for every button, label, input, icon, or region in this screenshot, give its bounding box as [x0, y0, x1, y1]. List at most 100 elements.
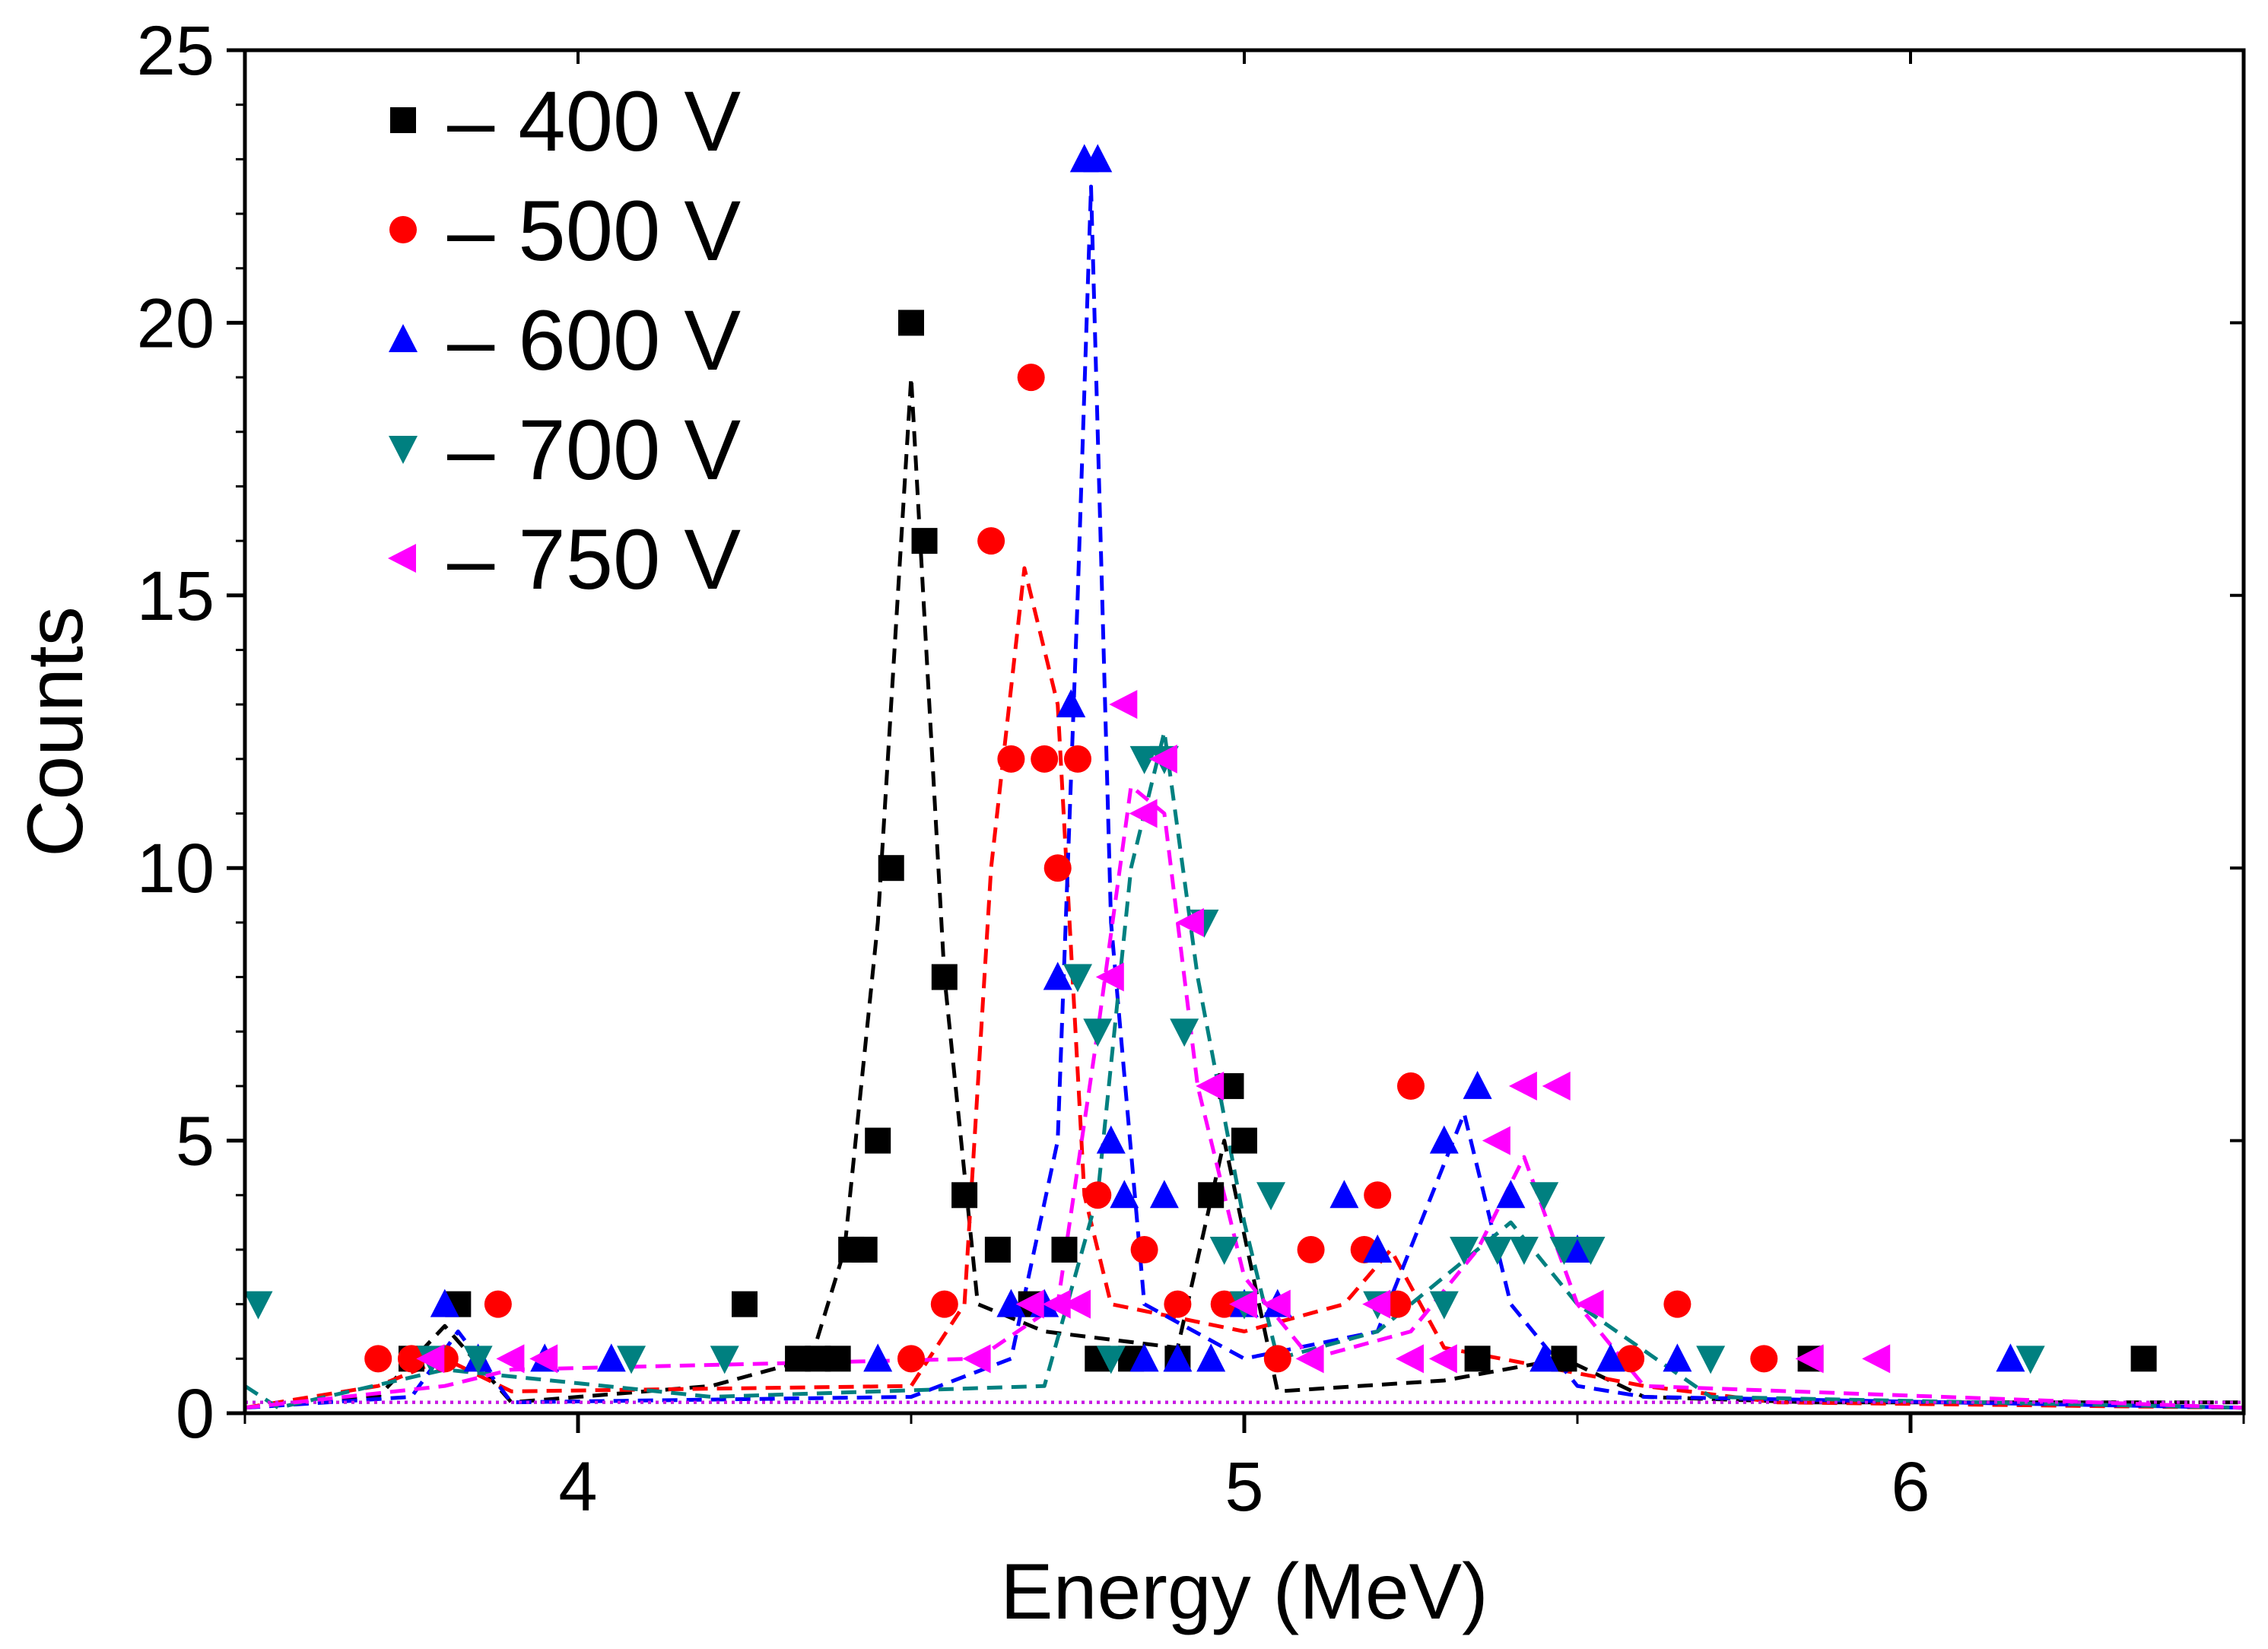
- point-400v: [898, 310, 924, 336]
- x-tick-label: 6: [1891, 1448, 1930, 1526]
- legend-label-700v: – 700 V: [447, 402, 741, 497]
- point-600v: [1663, 1343, 1692, 1372]
- point-500v: [1210, 1290, 1238, 1318]
- point-600v: [1463, 1070, 1492, 1099]
- point-750v: [496, 1344, 525, 1374]
- point-500v: [364, 1345, 392, 1373]
- point-700v: [1696, 1346, 1726, 1374]
- point-500v: [398, 1345, 425, 1373]
- point-700v: [1129, 745, 1159, 774]
- point-400v: [951, 1182, 978, 1209]
- point-600v: [1083, 144, 1113, 173]
- point-400v: [2130, 1346, 2157, 1372]
- point-750v: [1129, 799, 1158, 828]
- point-500v: [897, 1345, 925, 1373]
- point-750v: [1396, 1344, 1424, 1374]
- point-750v: [1095, 962, 1124, 992]
- y-axis-title: Counts: [11, 606, 100, 857]
- fit-curves: [243, 184, 2244, 1410]
- point-400v: [824, 1346, 851, 1372]
- legend-label-500v: – 500 V: [447, 183, 741, 278]
- point-700v: [1170, 1018, 1199, 1047]
- point-600v: [1110, 1180, 1139, 1209]
- point-600v: [1329, 1180, 1359, 1209]
- point-750v: [416, 1344, 445, 1374]
- series-500v: [364, 364, 1778, 1373]
- point-600v: [1363, 1234, 1393, 1263]
- point-500v: [1663, 1290, 1691, 1318]
- point-500v: [1383, 1290, 1412, 1318]
- point-600v: [996, 1288, 1026, 1317]
- axes: 0 5 10 15 20 25 4 5 6: [137, 12, 2245, 1526]
- point-700v: [1063, 964, 1092, 993]
- y-tick-label: 10: [137, 830, 214, 907]
- point-700v: [1096, 1346, 1126, 1374]
- point-700v: [1576, 1236, 1606, 1265]
- point-600v: [1596, 1343, 1625, 1372]
- point-500v: [1017, 364, 1045, 392]
- point-500v: [977, 527, 1005, 555]
- point-700v: [1429, 1291, 1459, 1320]
- point-750v: [1196, 1071, 1225, 1101]
- point-600v: [430, 1288, 459, 1317]
- fit-curve-500v: [244, 566, 2244, 1410]
- legend-marker-500v: [389, 216, 417, 243]
- point-600v: [1996, 1343, 2025, 1372]
- point-700v: [463, 1346, 493, 1374]
- point-500v: [484, 1290, 512, 1318]
- y-tick-label: 25: [137, 12, 214, 90]
- point-400v: [851, 1236, 878, 1263]
- point-400v: [1051, 1236, 1078, 1263]
- x-axis-title: Energy (MeV): [1000, 1548, 1488, 1636]
- point-600v: [1056, 689, 1086, 718]
- point-400v: [1231, 1127, 1257, 1154]
- point-750v: [1508, 1071, 1537, 1101]
- point-500v: [1064, 745, 1091, 773]
- legend-label-400v: – 400 V: [447, 74, 741, 169]
- fit-curve-600v: [244, 184, 2244, 1410]
- point-750v: [1063, 1289, 1091, 1319]
- data-points: [243, 144, 2157, 1374]
- point-750v: [1428, 1344, 1457, 1374]
- point-600v: [1043, 961, 1072, 990]
- x-tick-label: 5: [1225, 1448, 1263, 1526]
- legend: – 400 V – 500 V – 600 V – 700 V – 750 V: [388, 74, 741, 607]
- point-750v: [1362, 1289, 1391, 1319]
- legend-marker-400v: [390, 107, 416, 133]
- point-700v: [2015, 1346, 2045, 1374]
- point-500v: [930, 1290, 958, 1318]
- point-700v: [1450, 1236, 1479, 1265]
- point-400v: [931, 964, 958, 990]
- point-700v: [1529, 1182, 1559, 1211]
- point-500v: [1617, 1345, 1645, 1373]
- point-500v: [1397, 1072, 1425, 1100]
- point-750v: [1042, 1289, 1071, 1319]
- point-500v: [1164, 1290, 1192, 1318]
- point-750v: [1862, 1344, 1891, 1374]
- point-700v: [1083, 1018, 1113, 1047]
- legend-label-750v: – 750 V: [447, 512, 741, 607]
- legend-label-600v: – 600 V: [447, 293, 741, 388]
- point-500v: [1364, 1181, 1392, 1209]
- legend-marker-700v: [389, 436, 418, 464]
- point-500v: [1043, 854, 1072, 882]
- series-750v: [416, 690, 1891, 1374]
- point-750v: [1148, 744, 1177, 774]
- point-600v: [1496, 1180, 1526, 1209]
- point-400v: [1464, 1346, 1491, 1372]
- point-500v: [1130, 1235, 1158, 1263]
- fit-curve-750v: [244, 784, 2244, 1410]
- point-600v: [1129, 1343, 1159, 1372]
- point-700v: [1482, 1236, 1512, 1265]
- point-750v: [1542, 1071, 1571, 1101]
- point-600v: [1529, 1343, 1559, 1372]
- point-600v: [596, 1343, 626, 1372]
- point-400v: [911, 528, 938, 554]
- point-500v: [997, 745, 1025, 773]
- point-600v: [1163, 1343, 1193, 1372]
- point-500v: [1084, 1181, 1112, 1209]
- point-600v: [1149, 1180, 1179, 1209]
